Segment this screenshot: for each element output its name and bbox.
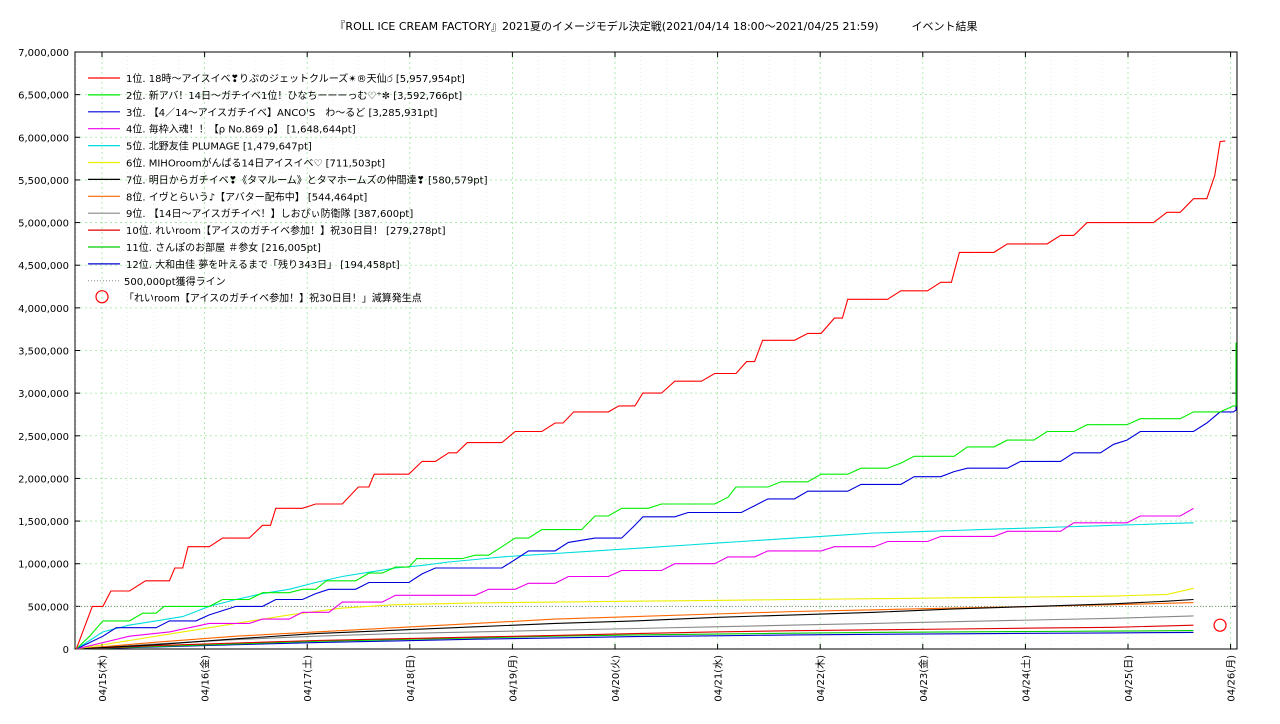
series-line-5 xyxy=(76,522,1194,650)
y-tick-label: 3,500,000 xyxy=(18,347,69,358)
axes: 0 500,000 1,000,000 1,500,000 2,000,000 2,500… xyxy=(18,48,1238,702)
y-tick-label: 4,500,000 xyxy=(18,261,69,272)
series-line-8 xyxy=(76,602,1194,650)
legend: 1位. 18時～アイスイベ❣りぷのジェットクルーズ✴®天仙ර [5,957,95… xyxy=(88,72,488,305)
legend-label-5: 5位. 北野友佳 PLUMAGE [1,479,647pt] xyxy=(126,140,312,153)
series-line-7 xyxy=(76,598,1194,650)
y-tick-label: 6,500,000 xyxy=(18,91,69,102)
x-tick-label: 04/15(木) xyxy=(97,655,109,702)
series-lines xyxy=(75,140,1237,650)
reduction-marker xyxy=(1213,618,1227,632)
series-line-3 xyxy=(76,368,1237,650)
series-line-11 xyxy=(76,630,1194,650)
series-line-2 xyxy=(75,342,1237,650)
x-tick-label: 04/19(月) xyxy=(507,655,519,702)
legend-label-9: 9位. 【14日～アイスガチイベ！】しおぴぃ防衛隊 [387,600pt] xyxy=(126,207,413,220)
y-tick-label: 2,500,000 xyxy=(18,432,69,443)
series-line-9 xyxy=(76,615,1194,650)
chart-title: 『ROLL ICE CREAM FACTORY』2021夏のイメージモデル決定戦… xyxy=(334,19,977,33)
legend-label-11: 11位. さんぽのお部屋 ＃参女 [216,005pt] xyxy=(126,241,321,254)
series-line-4 xyxy=(76,507,1194,650)
series-line-6 xyxy=(76,587,1194,650)
series-line-10 xyxy=(76,624,1194,650)
x-tick-label: 04/20(火) xyxy=(610,655,622,702)
x-tick-label: 04/16(金) xyxy=(199,655,212,702)
legend-label-4: 4位. 毎枠入魂！！【ρ No.869 ρ】 [1,648,644pt] xyxy=(126,123,356,136)
legend-label-2: 2位. 新アバ！14日～ガチイベ1位！ひなちーーーっむ♡⁺✼ [3,592,76… xyxy=(126,89,462,102)
legend-label-1: 1位. 18時～アイスイベ❣りぷのジェットクルーズ✴®天仙ර [5,957,95… xyxy=(126,72,465,85)
legend-label-8: 8位. イヴとらいう♪【アバター配布中】 [544,464pt] xyxy=(126,190,367,203)
legend-label-10: 10位. れいroom【アイスのガチイベ参加！】祝30日目！ [279,278p… xyxy=(126,224,446,237)
y-tick-label: 500,000 xyxy=(28,602,69,613)
series-line-12 xyxy=(76,631,1194,650)
y-tick-label: 1,000,000 xyxy=(18,560,69,571)
x-tick-label: 04/18(日) xyxy=(406,655,417,702)
y-tick-label: 0 xyxy=(63,645,69,656)
legend-label-6: 6位. MIHOroomがんばる14日アイスイベ♡ [711,503pt] xyxy=(126,157,385,170)
legend-label-3: 3位. 【4／14～アイスガチイベ】ANCO'S わ～るど [3,285,931… xyxy=(126,106,438,119)
x-tick-label: 04/23(金) xyxy=(917,655,930,702)
y-tick-label: 5,000,000 xyxy=(18,219,69,230)
legend-label-7: 7位. 明日からガチイベ❣《タマルーム》とタマホームズの仲間達❣ [580,57… xyxy=(126,173,488,186)
legend-label-12: 12位. 大和由佳 夢を叶えるまで「残り343日」 [194,458pt] xyxy=(126,258,400,271)
x-tick-label: 04/24(土) xyxy=(1019,655,1032,702)
y-tick-label: 3,000,000 xyxy=(18,389,69,400)
y-tick-label: 7,000,000 xyxy=(18,48,69,59)
y-tick-label: 1,500,000 xyxy=(18,517,69,528)
legend-label-threshold: 500,000pt獲得ライン xyxy=(124,275,226,288)
series-line-1 xyxy=(75,140,1226,650)
x-tick-label: 04/22(木) xyxy=(815,655,827,702)
y-tick-label: 5,500,000 xyxy=(18,176,69,187)
y-tick-label: 6,000,000 xyxy=(18,133,69,144)
plot-frame xyxy=(74,51,1238,650)
y-tick-label: 4,000,000 xyxy=(18,304,69,315)
legend-label-marker: 「れいroom【アイスのガチイベ参加！】祝30日目！」減算発生点 xyxy=(124,292,422,305)
x-tick-label: 04/25(日) xyxy=(1124,655,1135,702)
x-tick-label: 04/26(月) xyxy=(1226,655,1238,702)
x-tick-label: 04/17(土) xyxy=(301,655,314,702)
legend-swatch-marker xyxy=(95,290,109,304)
x-tick-label: 04/21(水) xyxy=(713,655,725,702)
y-tick-label: 2,000,000 xyxy=(18,474,69,485)
